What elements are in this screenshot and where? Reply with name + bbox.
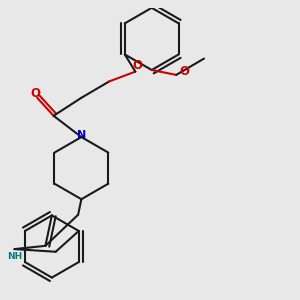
Text: O: O — [179, 65, 189, 78]
Text: O: O — [132, 59, 142, 72]
Text: O: O — [31, 87, 40, 101]
Text: NH: NH — [7, 252, 22, 261]
Text: N: N — [77, 130, 86, 140]
